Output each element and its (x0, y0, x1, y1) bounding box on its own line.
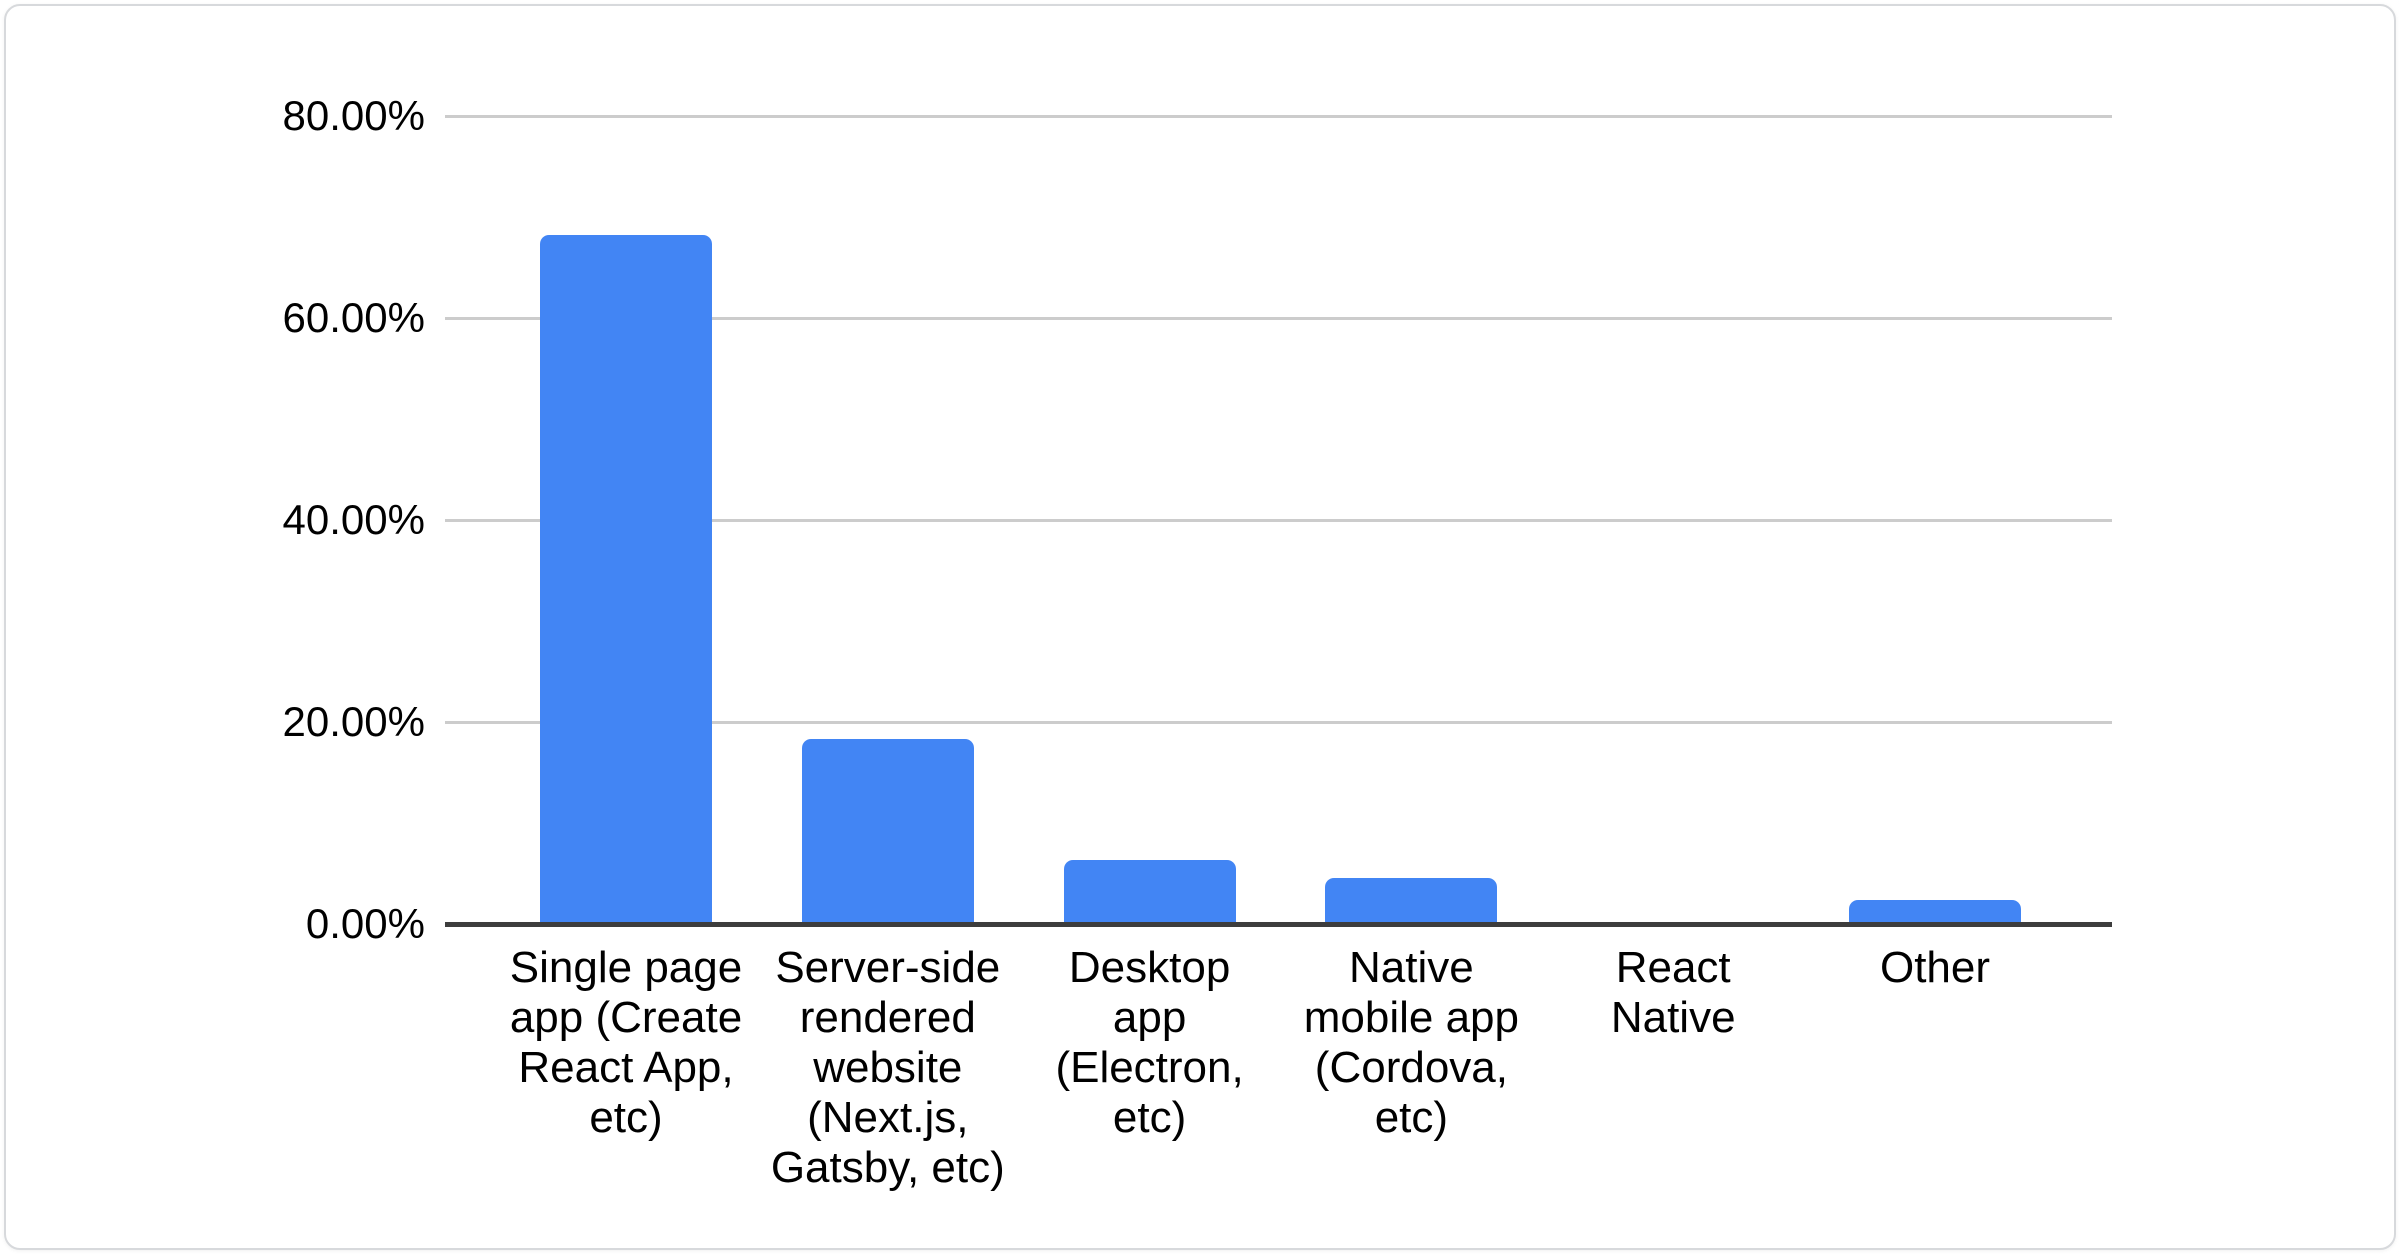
x-axis-label-server-side-rendered-website-next-js-gatsby-etc: Server-side rendered website (Next.js, G… (770, 943, 1005, 1192)
y-axis-tick-label: 0.00% (305, 900, 425, 947)
x-axis-line (445, 922, 2112, 927)
gridline-40 (445, 519, 2112, 522)
gridline-20 (445, 721, 2112, 724)
bar-chart: 80.00% 60.00% 40.00% 20.00% 0.00% Single page… (6, 6, 2394, 1248)
bar-other (1849, 899, 2021, 924)
y-axis-tick-label: 20.00% (282, 698, 425, 745)
bar-server-side-rendered-website-next-js-gatsby-etc (801, 739, 974, 924)
y-axis-tick-label: 60.00% (282, 294, 425, 341)
chart-card: 80.00% 60.00% 40.00% 20.00% 0.00% Single page… (4, 4, 2396, 1250)
bar-native-mobile-app-cordova-etc (1325, 877, 1498, 924)
x-axis-label-other: Other (1879, 943, 1991, 992)
y-axis-tick-label: 40.00% (282, 496, 425, 543)
bar-single-page-app-create-react-app-etc (540, 235, 712, 924)
gridline-60 (445, 317, 2112, 320)
bar-desktop-app-electron-etc (1063, 860, 1236, 924)
x-axis-label-native-mobile-app-cordova-etc: Native mobile app (Cordova, etc) (1303, 943, 1520, 1142)
y-axis-tick-label: 80.00% (282, 92, 425, 139)
x-axis-label-single-page-app-create-react-app-etc: Single page app (Create React App, etc) (509, 943, 743, 1142)
x-axis-label-desktop-app-electron-etc: Desktop app (Electron, etc) (1055, 943, 1244, 1142)
gridline-80 (445, 115, 2112, 118)
x-axis-label-react-native: React Native (1610, 943, 1736, 1042)
